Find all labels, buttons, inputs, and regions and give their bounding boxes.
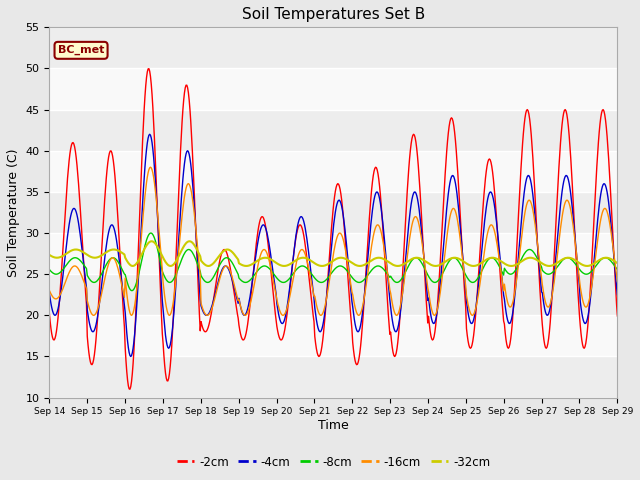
-2cm bbox=[145, 66, 153, 72]
-2cm bbox=[56, 296, 63, 301]
-2cm bbox=[204, 327, 211, 333]
-32cm bbox=[45, 252, 53, 258]
-4cm bbox=[420, 263, 428, 269]
-32cm bbox=[404, 258, 412, 264]
-8cm bbox=[204, 279, 211, 285]
Bar bbox=[49, 274, 618, 315]
-2cm bbox=[126, 386, 134, 392]
-8cm bbox=[404, 264, 412, 270]
-16cm bbox=[56, 293, 63, 299]
-2cm bbox=[173, 221, 181, 227]
-2cm bbox=[404, 176, 412, 182]
Bar bbox=[49, 27, 618, 69]
-16cm bbox=[173, 263, 181, 269]
Line: -16cm: -16cm bbox=[49, 167, 618, 315]
-2cm bbox=[420, 270, 428, 276]
-32cm bbox=[614, 260, 621, 266]
-2cm bbox=[45, 311, 53, 316]
Title: Soil Temperatures Set B: Soil Temperatures Set B bbox=[242, 7, 425, 22]
-2cm bbox=[614, 313, 621, 319]
Line: -32cm: -32cm bbox=[49, 241, 618, 266]
-4cm bbox=[404, 228, 412, 234]
Bar bbox=[49, 151, 618, 192]
Bar bbox=[49, 315, 618, 357]
Line: -2cm: -2cm bbox=[49, 69, 618, 389]
-8cm bbox=[173, 268, 181, 274]
Bar bbox=[49, 233, 618, 274]
Legend: -2cm, -4cm, -8cm, -16cm, -32cm: -2cm, -4cm, -8cm, -16cm, -32cm bbox=[172, 451, 495, 473]
-16cm bbox=[204, 312, 211, 318]
-4cm bbox=[204, 312, 211, 318]
-4cm bbox=[114, 248, 122, 254]
-16cm bbox=[614, 278, 621, 284]
-4cm bbox=[45, 290, 53, 296]
-8cm bbox=[127, 288, 135, 293]
Bar bbox=[49, 69, 618, 109]
-4cm bbox=[173, 259, 181, 265]
-16cm bbox=[420, 260, 428, 265]
-16cm bbox=[147, 164, 154, 170]
-32cm bbox=[172, 259, 180, 264]
-4cm bbox=[614, 292, 621, 298]
-8cm bbox=[45, 266, 53, 272]
-32cm bbox=[394, 263, 401, 269]
Line: -8cm: -8cm bbox=[49, 233, 618, 290]
-2cm bbox=[114, 218, 122, 224]
-4cm bbox=[127, 354, 134, 360]
Text: BC_met: BC_met bbox=[58, 45, 104, 56]
Line: -4cm: -4cm bbox=[49, 134, 618, 357]
-32cm bbox=[203, 263, 211, 268]
Bar bbox=[49, 357, 618, 397]
-8cm bbox=[114, 259, 122, 265]
-16cm bbox=[404, 247, 412, 253]
-4cm bbox=[56, 298, 63, 303]
-8cm bbox=[56, 270, 63, 276]
Y-axis label: Soil Temperature (C): Soil Temperature (C) bbox=[7, 148, 20, 276]
-8cm bbox=[614, 266, 621, 272]
-16cm bbox=[45, 288, 53, 293]
Bar bbox=[49, 109, 618, 151]
-8cm bbox=[420, 265, 428, 271]
-32cm bbox=[420, 258, 428, 264]
-32cm bbox=[114, 248, 122, 253]
Bar bbox=[49, 192, 618, 233]
-8cm bbox=[147, 230, 154, 236]
-4cm bbox=[146, 132, 154, 137]
-16cm bbox=[127, 312, 135, 318]
X-axis label: Time: Time bbox=[318, 419, 349, 432]
-16cm bbox=[114, 266, 122, 272]
-32cm bbox=[56, 254, 63, 260]
-32cm bbox=[186, 239, 193, 244]
